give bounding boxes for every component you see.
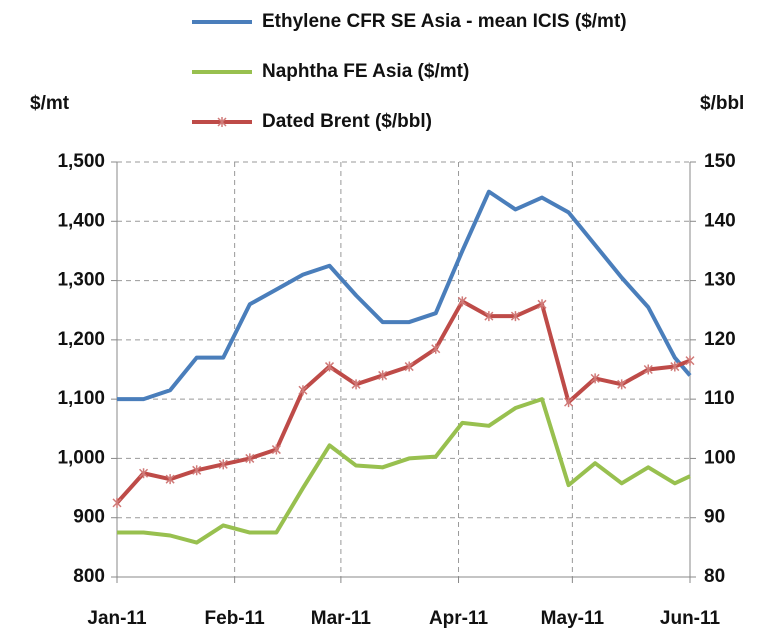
point-marker — [324, 361, 335, 372]
series-line — [117, 397, 691, 545]
y2-tick-label: 140 — [704, 210, 736, 231]
legend-label: Ethylene CFR SE Asia - mean ICIS ($/mt) — [262, 11, 627, 32]
y2-tick-label: 110 — [704, 388, 735, 409]
y2-tick-label: 120 — [704, 329, 736, 350]
point-marker — [564, 397, 574, 408]
x-tick-label: Mar-11 — [311, 608, 372, 629]
point-marker — [617, 379, 627, 390]
y2-tick-label: 150 — [704, 151, 736, 172]
point-marker — [685, 355, 695, 366]
y2-tick-label: 80 — [704, 566, 725, 587]
point-marker — [670, 361, 680, 372]
point-marker — [457, 296, 467, 307]
y-tick-label: 900 — [73, 507, 105, 528]
point-marker — [192, 465, 202, 476]
point-marker — [218, 459, 228, 470]
y2-axis-label: $/bbl — [700, 93, 744, 114]
point-marker — [378, 370, 388, 381]
point-marker — [165, 474, 175, 485]
x-tick-label: Feb-11 — [205, 608, 266, 629]
y-tick-label: 1,000 — [57, 447, 105, 468]
point-marker — [351, 379, 361, 390]
point-marker — [510, 311, 520, 322]
y2-tick-label: 90 — [704, 507, 725, 528]
x-tick-label: Jun-11 — [660, 608, 721, 629]
point-marker — [404, 361, 414, 372]
y-tick-label: 1,200 — [57, 329, 105, 350]
y-tick-label: 800 — [73, 566, 105, 587]
series-line — [115, 299, 691, 505]
point-marker — [431, 343, 441, 354]
series-line — [117, 189, 692, 402]
x-tick-label: May-11 — [541, 608, 605, 629]
point-marker — [590, 373, 600, 384]
x-tick-label: Jan-11 — [87, 608, 147, 629]
x-tick-label: Apr-11 — [429, 608, 489, 629]
y2-tick-label: 100 — [704, 447, 736, 468]
point-marker — [112, 497, 122, 508]
point-marker — [484, 311, 494, 322]
y-tick-label: 1,500 — [57, 151, 105, 172]
y-tick-label: 1,400 — [57, 210, 105, 231]
point-marker — [298, 385, 308, 396]
y2-tick-label: 130 — [704, 270, 736, 291]
point-marker — [245, 453, 255, 464]
legend-marker — [217, 117, 227, 127]
y-tick-label: 1,100 — [57, 388, 105, 409]
point-marker — [271, 444, 281, 455]
y-axis-label: $/mt — [30, 93, 70, 114]
legend-label: Dated Brent ($/bbl) — [262, 111, 432, 132]
point-marker — [139, 468, 149, 479]
y-tick-label: 1,300 — [57, 270, 105, 291]
point-marker — [643, 364, 653, 375]
point-marker — [537, 299, 547, 310]
legend-label: Naphtha FE Asia ($/mt) — [262, 61, 469, 82]
